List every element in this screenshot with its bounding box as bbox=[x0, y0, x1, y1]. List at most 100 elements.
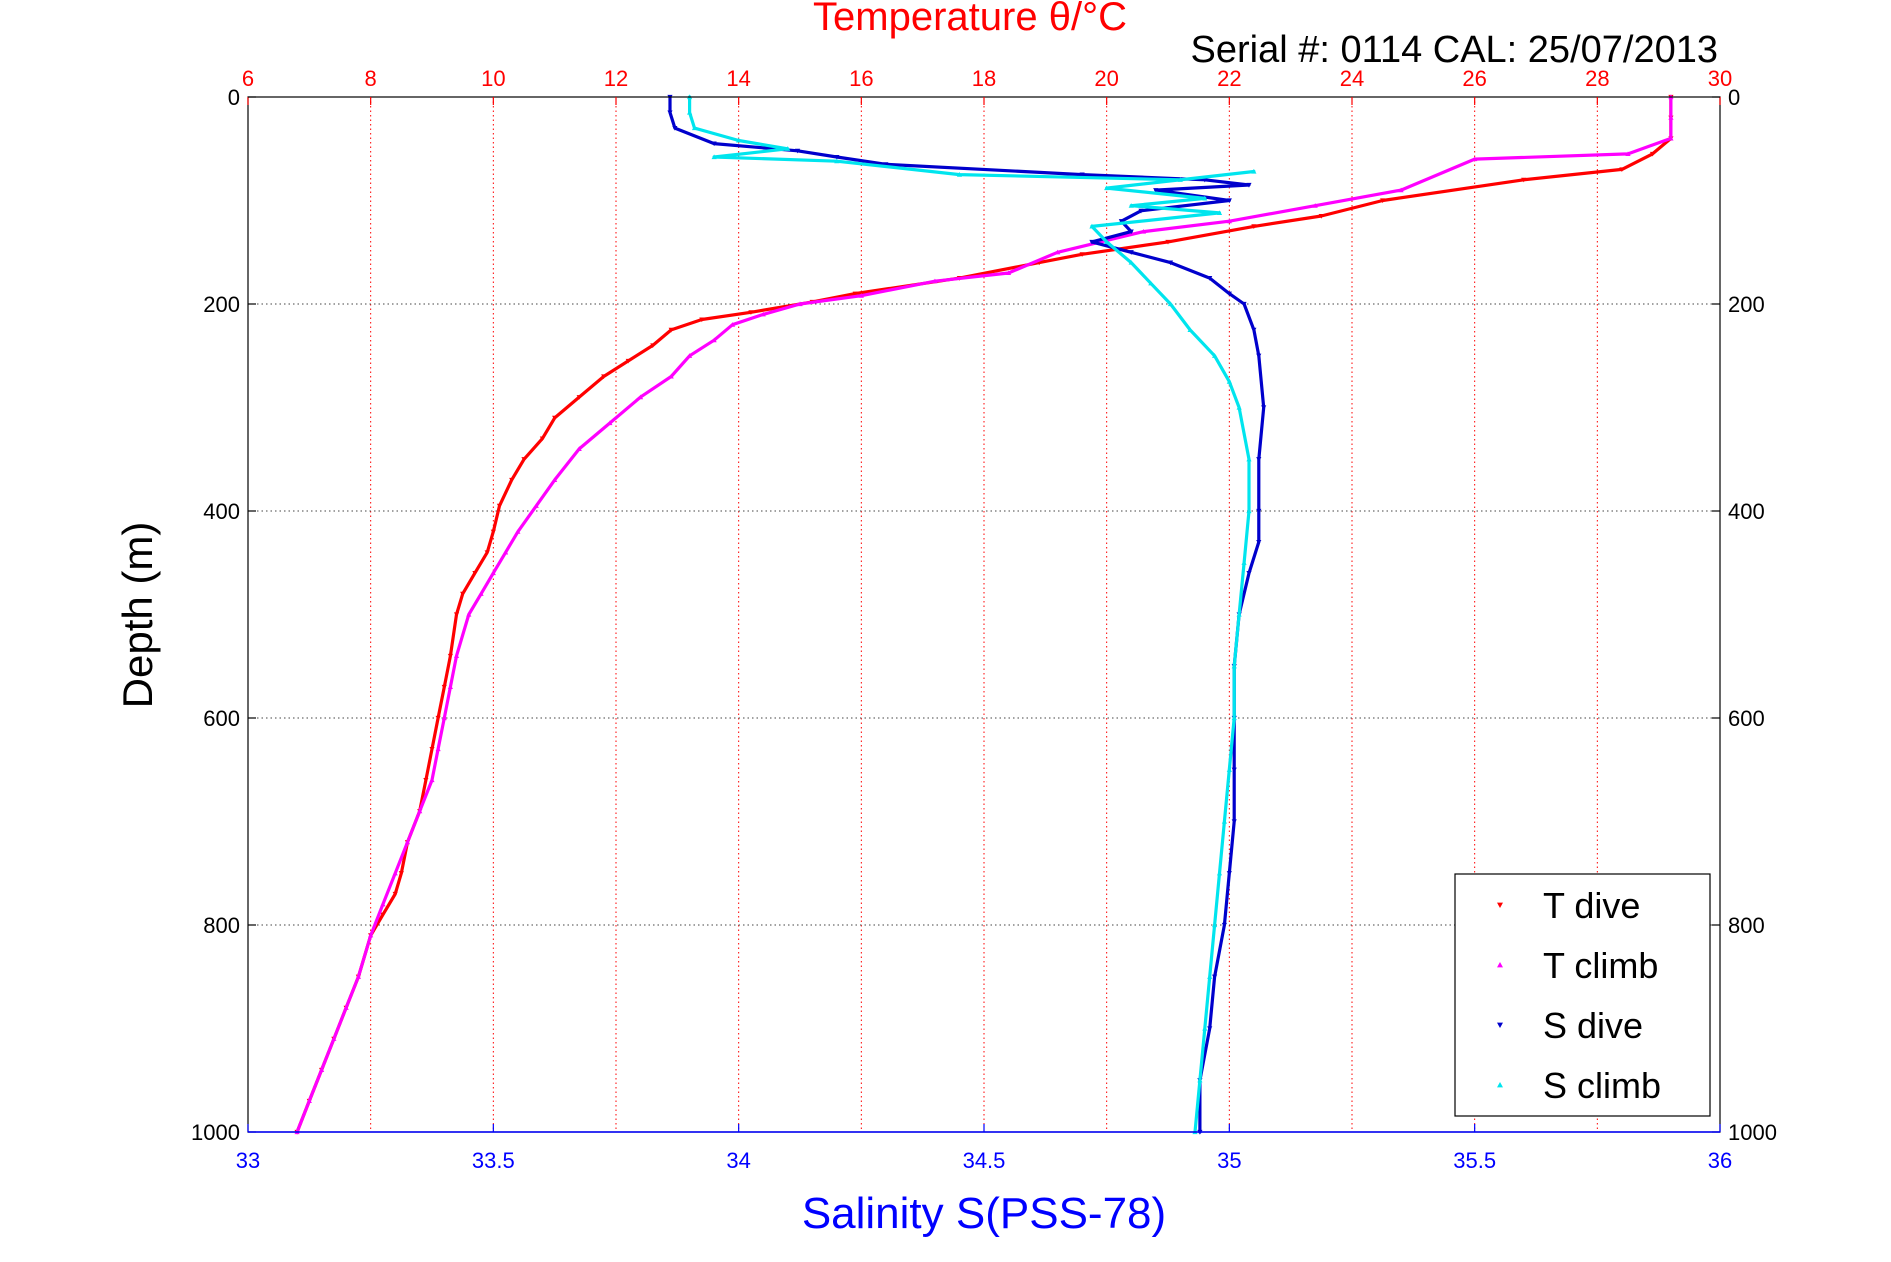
data-point-t-climb bbox=[490, 570, 496, 576]
tick-labels: 6 8 10 12 14 16 18 20 22 24 26 28 30 33 33.5 34 34.5 35 35… bbox=[191, 66, 1777, 1173]
legend-marker-s-dive bbox=[1497, 1022, 1503, 1028]
data-point-s-dive bbox=[794, 148, 801, 154]
data-point-t-climb bbox=[533, 503, 539, 508]
data-point-t-climb bbox=[607, 420, 613, 426]
temperature-tick-label: 20 bbox=[1094, 66, 1118, 91]
depth-tick-label-right: 1000 bbox=[1728, 1120, 1777, 1145]
data-point-s-climb bbox=[834, 158, 840, 164]
data-point-s-climb bbox=[1089, 223, 1095, 229]
data-point-t-dive bbox=[1318, 213, 1324, 219]
data-point-t-climb bbox=[1312, 203, 1318, 208]
data-point-t-dive bbox=[1619, 167, 1625, 173]
data-point-t-dive bbox=[423, 778, 429, 783]
temperature-tick-label: 16 bbox=[849, 66, 873, 91]
bottom-axis-title: Salinity S(PSS-78) bbox=[802, 1189, 1166, 1238]
data-point-s-climb bbox=[1202, 195, 1208, 201]
data-point-t-dive bbox=[1165, 239, 1171, 245]
data-point-t-dive bbox=[392, 891, 398, 897]
depth-tick-label-left: 400 bbox=[203, 499, 240, 524]
data-point-t-dive bbox=[1251, 224, 1257, 229]
data-point-t-dive bbox=[460, 591, 466, 597]
data-point-t-climb bbox=[1140, 228, 1147, 234]
depth-tick-label-right: 800 bbox=[1728, 913, 1765, 938]
data-point-s-climb bbox=[1226, 767, 1232, 772]
salinity-tick-label: 34.5 bbox=[963, 1148, 1006, 1173]
serial-cal-label: Serial #: 0114 CAL: 25/07/2013 bbox=[1191, 29, 1718, 71]
data-point-s-dive bbox=[1261, 405, 1267, 411]
data-point-s-dive bbox=[1167, 260, 1174, 266]
data-point-t-dive bbox=[539, 436, 545, 442]
data-point-t-climb bbox=[429, 777, 435, 783]
legend: T dive T climb S dive S climb bbox=[1454, 873, 1711, 1117]
depth-tick-label-right: 600 bbox=[1728, 706, 1765, 731]
temperature-tick-label: 22 bbox=[1217, 66, 1241, 91]
data-point-t-climb bbox=[1055, 249, 1061, 255]
data-point-s-dive bbox=[1251, 327, 1257, 333]
data-point-s-climb bbox=[1226, 379, 1232, 384]
data-point-t-dive bbox=[748, 310, 754, 315]
data-point-s-climb bbox=[1177, 177, 1183, 182]
data-point-s-dive bbox=[1079, 172, 1085, 178]
data-point-s-climb bbox=[1236, 404, 1242, 410]
data-point-s-climb bbox=[1212, 353, 1218, 358]
temperature-tick-label: 30 bbox=[1708, 66, 1732, 91]
data-point-t-climb bbox=[760, 311, 766, 317]
data-point-t-climb bbox=[1005, 270, 1012, 276]
data-point-s-climb bbox=[1167, 301, 1174, 307]
data-point-s-dive bbox=[1256, 539, 1262, 545]
data-point-t-climb bbox=[932, 278, 938, 284]
salinity-tick-label: 35.5 bbox=[1453, 1148, 1496, 1173]
data-point-t-dive bbox=[521, 457, 527, 462]
data-point-s-dive bbox=[711, 141, 717, 147]
data-point-t-dive bbox=[447, 653, 453, 659]
data-point-s-climb bbox=[1216, 210, 1223, 215]
data-point-t-climb bbox=[637, 394, 644, 400]
grid-lines bbox=[248, 97, 1720, 1132]
data-point-s-climb bbox=[1221, 818, 1228, 824]
data-point-s-dive bbox=[1246, 182, 1252, 188]
data-point-t-climb bbox=[306, 1098, 312, 1104]
data-point-s-dive bbox=[1226, 291, 1232, 297]
data-point-t-climb bbox=[435, 746, 441, 752]
data-point-s-climb bbox=[1231, 715, 1237, 721]
temperature-tick-label: 14 bbox=[726, 66, 750, 91]
data-point-t-climb bbox=[1472, 156, 1478, 162]
data-point-t-dive bbox=[601, 374, 607, 380]
data-point-s-dive bbox=[1089, 239, 1095, 245]
data-point-s-dive bbox=[1138, 208, 1144, 214]
data-point-s-climb bbox=[1241, 560, 1247, 565]
legend-label-s-climb: S climb bbox=[1543, 1065, 1661, 1106]
data-point-s-dive bbox=[1128, 229, 1134, 235]
data-point-s-dive bbox=[1212, 974, 1218, 980]
data-point-t-dive bbox=[668, 327, 674, 333]
data-point-s-climb bbox=[736, 137, 742, 143]
data-point-t-climb bbox=[392, 870, 398, 876]
data-point-t-climb bbox=[478, 591, 484, 596]
data-point-s-dive bbox=[1256, 353, 1262, 359]
data-point-t-climb bbox=[797, 301, 803, 307]
data-point-s-dive bbox=[1256, 457, 1262, 462]
top-axis-title: Temperature θ/°C bbox=[813, 0, 1127, 39]
series-s-climb bbox=[687, 94, 1257, 1135]
data-point-t-dive bbox=[1649, 151, 1656, 157]
data-point-t-climb bbox=[453, 653, 460, 658]
data-point-s-dive bbox=[1256, 508, 1262, 514]
depth-tick-label-left: 200 bbox=[203, 292, 240, 317]
data-point-t-climb bbox=[355, 974, 361, 979]
temperature-tick-label: 6 bbox=[242, 66, 254, 91]
data-point-s-climb bbox=[1202, 1025, 1208, 1031]
data-point-t-dive bbox=[552, 415, 558, 421]
data-point-t-climb bbox=[319, 1067, 325, 1072]
data-point-s-climb bbox=[1128, 260, 1134, 265]
depth-tick-label-left: 1000 bbox=[191, 1120, 240, 1145]
data-point-s-dive bbox=[1202, 177, 1208, 183]
temperature-tick-label: 24 bbox=[1340, 66, 1364, 91]
data-point-t-dive bbox=[453, 612, 460, 618]
data-point-t-climb bbox=[576, 446, 582, 451]
depth-tick-label-left: 0 bbox=[228, 85, 240, 110]
data-point-s-dive bbox=[1226, 198, 1232, 204]
data-point-t-climb bbox=[404, 839, 411, 845]
salinity-tick-label: 33 bbox=[236, 1148, 260, 1173]
temperature-tick-label: 26 bbox=[1462, 66, 1486, 91]
